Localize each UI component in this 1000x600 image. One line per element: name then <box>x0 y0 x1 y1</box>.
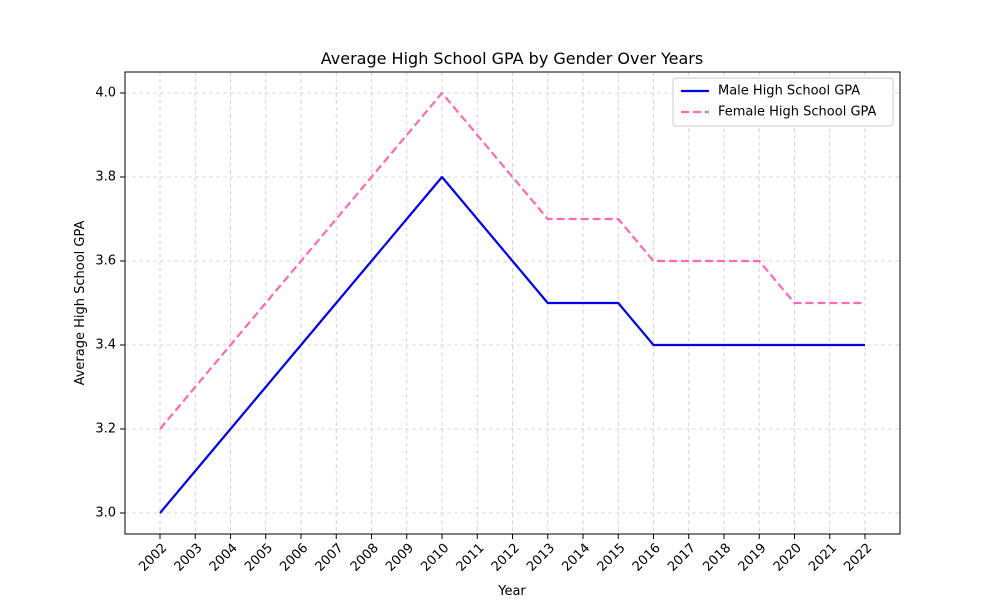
x-tick-label: 2012 <box>489 541 523 575</box>
y-axis: 3.0 3.2 3.4 3.6 3.8 4.0 <box>95 86 125 521</box>
y-tick-label: 4.0 <box>95 86 116 101</box>
x-tick-label: 2020 <box>771 541 805 575</box>
x-tick-label: 2005 <box>242 541 276 575</box>
x-tick-label: 2014 <box>559 541 593 575</box>
legend-label: Female High School GPA <box>718 105 877 120</box>
grid <box>125 72 900 534</box>
x-tick-label: 2008 <box>348 541 382 575</box>
y-tick-label: 3.8 <box>95 170 116 185</box>
x-tick-label: 2002 <box>136 541 170 575</box>
x-tick-label: 2007 <box>313 541 347 575</box>
series-line-female <box>159 91 865 430</box>
x-tick-label: 2013 <box>524 541 558 575</box>
x-axis-label: Year <box>497 584 526 599</box>
series-group <box>159 91 865 514</box>
y-tick-label: 3.2 <box>95 422 116 437</box>
y-tick-label: 3.6 <box>95 254 116 269</box>
legend-label: Male High School GPA <box>718 84 860 99</box>
x-tick-label: 2010 <box>418 541 452 575</box>
x-tick-label: 2006 <box>277 541 311 575</box>
x-tick-label: 2021 <box>806 541 840 575</box>
chart-title: Average High School GPA by Gender Over Y… <box>321 49 703 68</box>
x-axis: 2002 2003 2004 2005 2006 2007 2008 2009 2010 2011… <box>136 534 875 575</box>
y-tick-label: 3.4 <box>95 338 116 353</box>
x-tick-label: 2016 <box>630 541 664 575</box>
x-tick-label: 2022 <box>841 541 875 575</box>
series-line-male <box>159 175 865 514</box>
y-tick-label: 3.0 <box>95 506 116 521</box>
legend: Male High School GPA Female High School G… <box>672 77 894 127</box>
x-tick-label: 2019 <box>736 541 770 575</box>
x-tick-label: 2003 <box>172 541 206 575</box>
y-axis-label: Average High School GPA <box>73 221 88 386</box>
legend-box <box>672 77 894 127</box>
x-tick-label: 2011 <box>454 541 488 575</box>
x-tick-label: 2015 <box>595 541 629 575</box>
x-tick-label: 2017 <box>665 541 699 575</box>
x-tick-label: 2009 <box>383 541 417 575</box>
x-tick-label: 2018 <box>700 541 734 575</box>
x-tick-label: 2004 <box>207 541 241 575</box>
